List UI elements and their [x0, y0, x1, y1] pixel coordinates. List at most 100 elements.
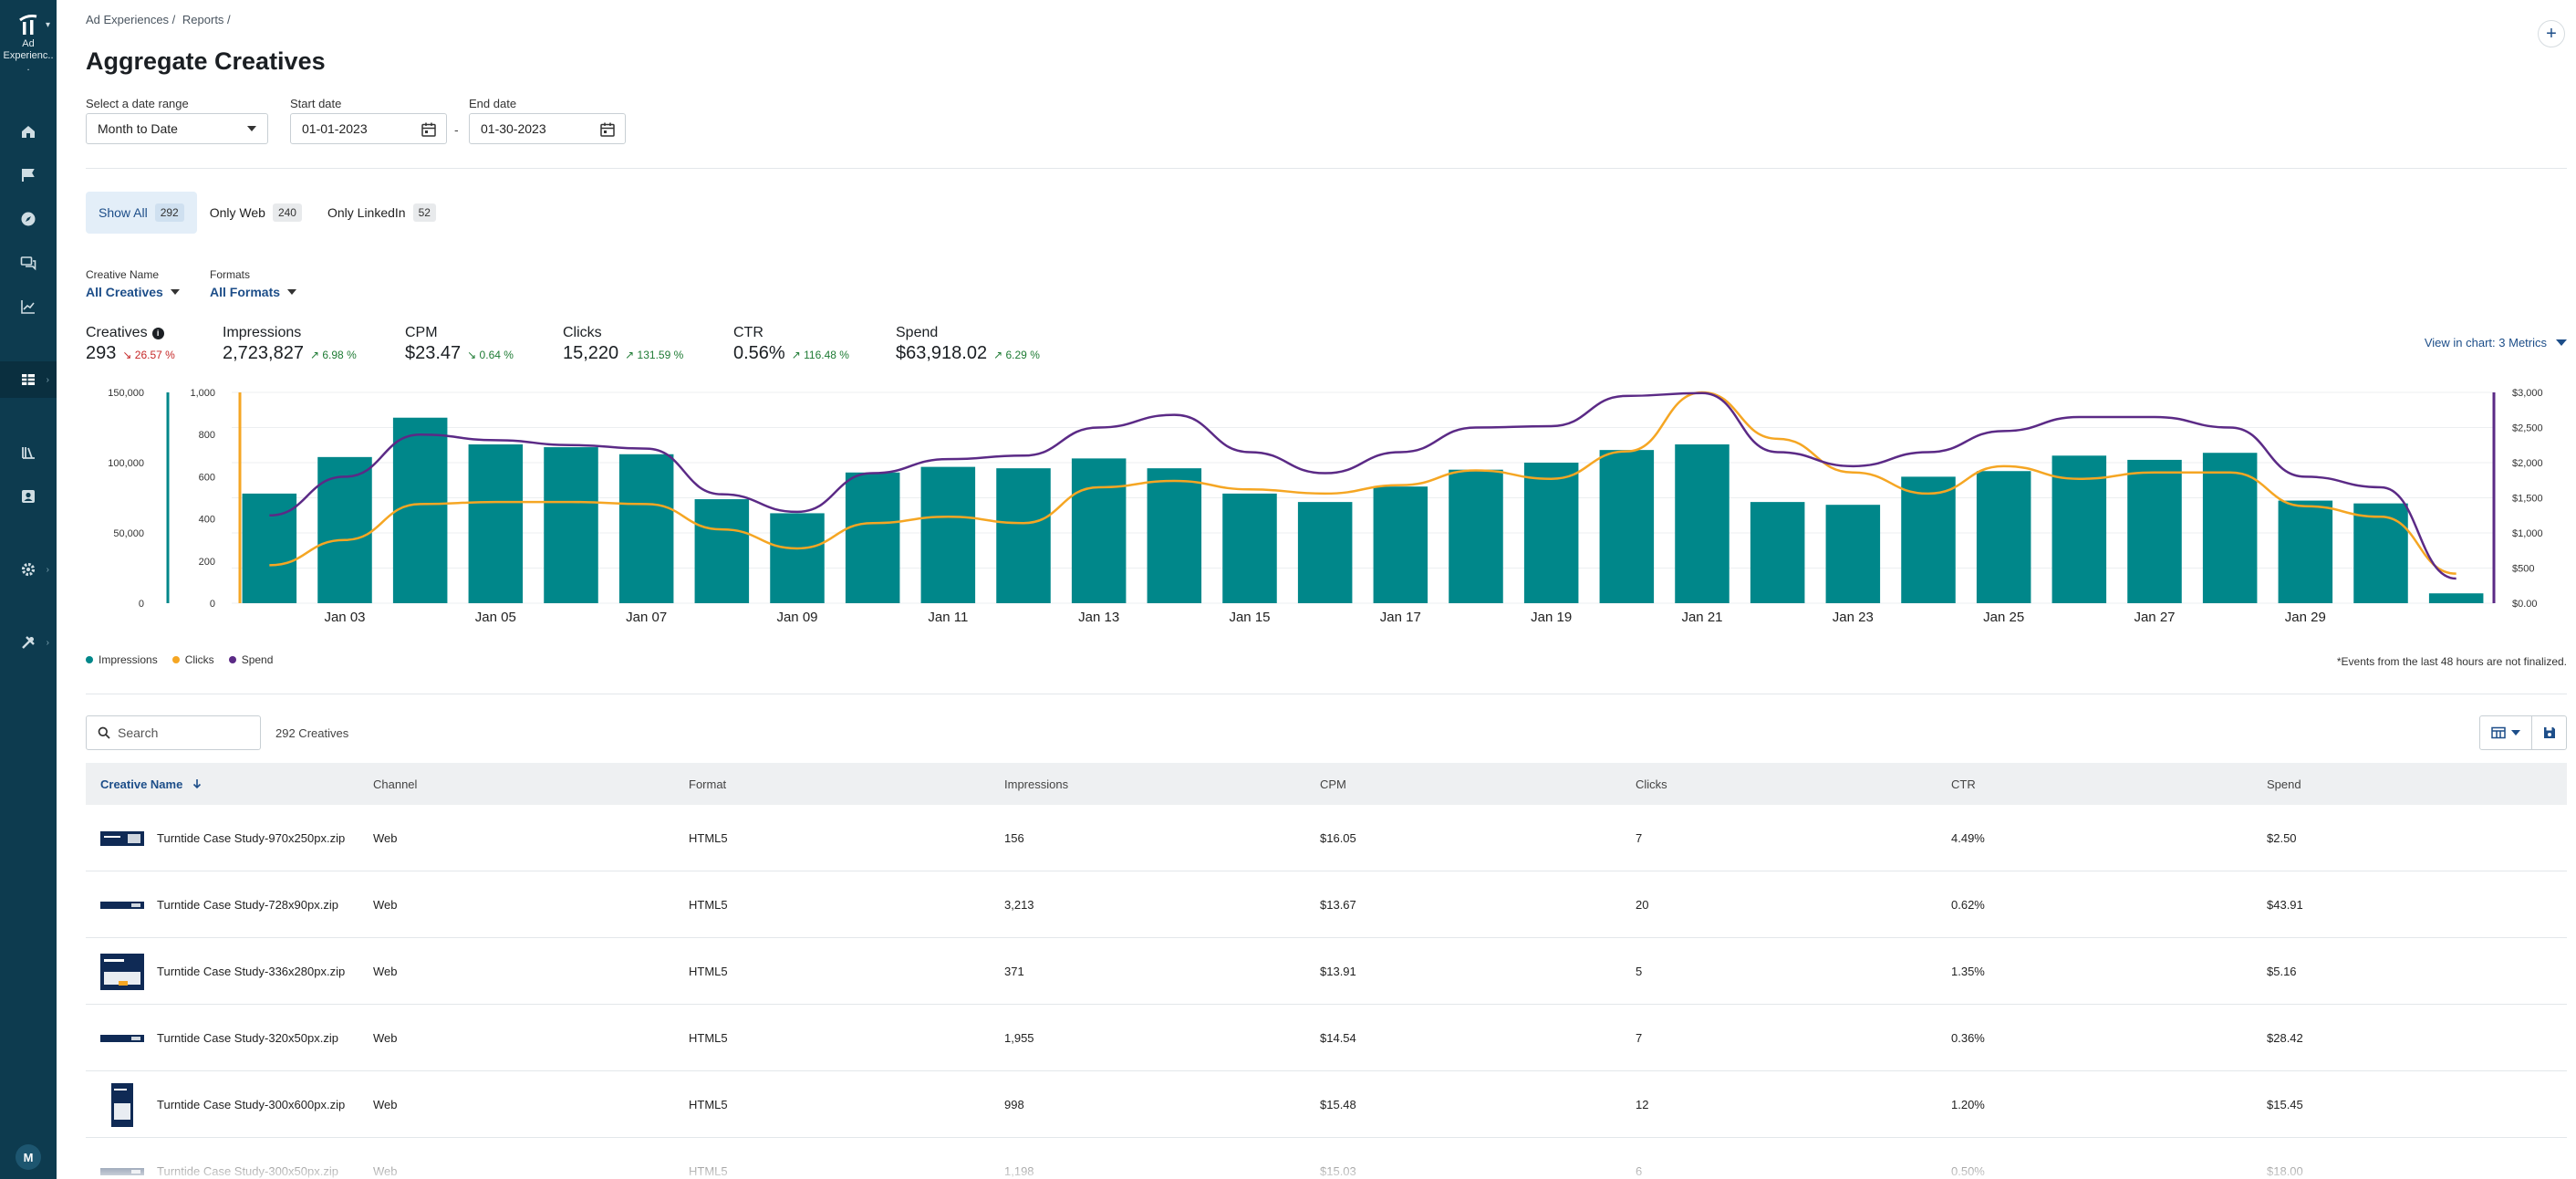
column-header-clicks[interactable]: Clicks — [1636, 777, 1667, 791]
x-tick-label: Jan 05 — [475, 610, 516, 625]
creative-thumbnail[interactable] — [100, 1034, 144, 1042]
cell-cpm: $13.67 — [1320, 871, 1356, 938]
breadcrumb-ad-experiences[interactable]: Ad Experiences / — [86, 13, 176, 26]
nav-audiences[interactable] — [0, 478, 57, 515]
creative-thumbnail[interactable] — [100, 953, 144, 990]
nav-tools[interactable]: › — [0, 624, 57, 661]
nav-settings[interactable]: › — [0, 551, 57, 588]
bar-impressions — [1750, 502, 1805, 603]
cell-impressions: 156 — [1004, 805, 1024, 871]
search-input[interactable] — [118, 725, 254, 740]
column-header-cpm[interactable]: CPM — [1320, 777, 1346, 791]
app-switcher[interactable]: ▾ Ad Experienc... — [0, 13, 57, 74]
cell-ctr: 1.20% — [1951, 1071, 1985, 1138]
start-date-field[interactable]: 01-01-2023 — [290, 113, 447, 144]
nav-library[interactable] — [0, 434, 57, 471]
cell-ctr-text: 4.49% — [1951, 831, 1985, 845]
cell-creative-name-text[interactable]: Turntide Case Study-970x250px.zip — [157, 831, 346, 845]
creative-thumbnail[interactable] — [100, 901, 144, 909]
table-row[interactable]: Turntide Case Study-728x90px.zip Web HTML5… — [86, 871, 2567, 938]
column-header-ctr[interactable]: CTR — [1951, 777, 1976, 791]
avatar[interactable]: M — [16, 1144, 41, 1170]
bar-impressions — [317, 456, 372, 603]
cell-cpm-text: $16.05 — [1320, 831, 1356, 845]
sort-arrow-down-icon — [193, 779, 202, 789]
column-header-format[interactable]: Format — [689, 777, 727, 791]
y-tick-label-spend: $500 — [2512, 564, 2534, 575]
cell-ctr-text: 0.62% — [1951, 898, 1985, 912]
cell-cpm-text: $13.67 — [1320, 898, 1356, 912]
cell-channel-text: Web — [373, 1098, 398, 1111]
cell-format: HTML5 — [689, 1071, 728, 1138]
creative-filter-dropdown[interactable]: All Creatives — [86, 285, 180, 299]
nav-home[interactable] — [0, 113, 57, 150]
creative-thumbnail[interactable] — [100, 830, 144, 846]
column-header-creative-name[interactable]: Creative Name — [100, 777, 203, 791]
calendar-icon[interactable] — [599, 121, 616, 138]
bar-impressions — [996, 468, 1051, 603]
x-tick-label: Jan 29 — [2285, 610, 2326, 625]
table-row[interactable]: Turntide Case Study-970x250px.zip Web HTML… — [86, 805, 2567, 871]
tab-only-web[interactable]: Only Web 240 — [197, 192, 315, 234]
legend-item-clicks[interactable]: Clicks — [171, 653, 214, 666]
legend-item-impressions[interactable]: Impressions — [86, 653, 158, 666]
formats-filter-dropdown[interactable]: All Formats — [210, 285, 297, 299]
columns-button[interactable] — [2479, 715, 2532, 750]
nav-reports[interactable]: › — [0, 361, 57, 398]
cell-ctr: 1.35% — [1951, 938, 1985, 1005]
table-row[interactable]: Turntide Case Study-320x50px.zip Web HTML5… — [86, 1005, 2567, 1071]
x-tick-label: Jan 17 — [1380, 610, 1421, 625]
tab-show-all[interactable]: Show All 292 — [86, 192, 197, 234]
bar-impressions — [392, 417, 448, 603]
calendar-icon[interactable] — [421, 121, 437, 138]
view-in-chart-label: View in chart: 3 Metrics — [2424, 336, 2547, 350]
cell-creative-name-text[interactable]: Turntide Case Study-300x600px.zip — [157, 1098, 346, 1111]
table-row[interactable]: Turntide Case Study-336x280px.zip Web HTML… — [86, 938, 2567, 1005]
column-header-spend[interactable]: Spend — [2267, 777, 2301, 791]
date-range-value: Month to Date — [98, 121, 178, 136]
user-badge-icon — [22, 490, 35, 503]
cell-ctr: 0.62% — [1951, 871, 1985, 938]
cell-ctr: 4.49% — [1951, 805, 1985, 871]
info-icon[interactable]: i — [151, 327, 164, 339]
y-tick-label-spend: $1,000 — [2512, 528, 2543, 539]
bar-impressions — [2278, 500, 2333, 603]
breadcrumb-reports[interactable]: Reports / — [182, 13, 231, 26]
metric-delta: ↘ 26.57 % — [122, 349, 175, 361]
y-tick-label-spend: $2,000 — [2512, 458, 2543, 469]
legend-dot — [86, 656, 93, 663]
end-date-field[interactable]: 01-30-2023 — [469, 113, 626, 144]
cell-spend-text: $43.91 — [2267, 898, 2303, 912]
bar-impressions — [1825, 505, 1881, 603]
cell-creative-name-text[interactable]: Turntide Case Study-320x50px.zip — [157, 1031, 338, 1045]
page-title: Aggregate Creatives — [86, 47, 326, 75]
cell-cpm: $15.48 — [1320, 1071, 1356, 1138]
cell-impressions: 1,955 — [1004, 1005, 1034, 1071]
legend-label: Impressions — [99, 653, 158, 666]
nav-messages[interactable] — [0, 245, 57, 281]
app-logo-icon — [19, 15, 37, 35]
metric-label: Clicks — [563, 325, 602, 340]
column-header-impressions[interactable]: Impressions — [1004, 777, 1069, 791]
cell-creative-name-text[interactable]: Turntide Case Study-728x90px.zip — [157, 898, 338, 912]
cell-cpm: $16.05 — [1320, 805, 1356, 871]
cell-cpm-text: $13.91 — [1320, 965, 1356, 978]
table-row[interactable]: Turntide Case Study-300x600px.zip Web HTML… — [86, 1071, 2567, 1138]
legend-item-spend[interactable]: Spend — [228, 653, 273, 666]
save-button[interactable] — [2531, 715, 2567, 750]
nav-analytics[interactable] — [0, 288, 57, 325]
tab-only-linkedin[interactable]: Only LinkedIn 52 — [315, 192, 449, 234]
creative-thumbnail[interactable] — [100, 1082, 144, 1127]
cell-clicks-text: 12 — [1636, 1098, 1649, 1111]
legend-dot — [228, 656, 236, 663]
view-in-chart-dropdown[interactable]: View in chart: 3 Metrics — [2425, 336, 2567, 350]
nav-explore[interactable] — [0, 201, 57, 237]
cell-clicks-text: 7 — [1636, 831, 1643, 845]
nav-campaigns[interactable] — [0, 157, 57, 193]
bar-impressions — [1071, 458, 1127, 603]
cell-impressions-text: 1,955 — [1004, 1031, 1034, 1045]
column-header-channel[interactable]: Channel — [373, 777, 418, 791]
add-button[interactable]: + — [2538, 20, 2565, 47]
cell-creative-name-text[interactable]: Turntide Case Study-336x280px.zip — [157, 965, 346, 978]
date-range-select[interactable]: Month to Date — [86, 113, 268, 144]
